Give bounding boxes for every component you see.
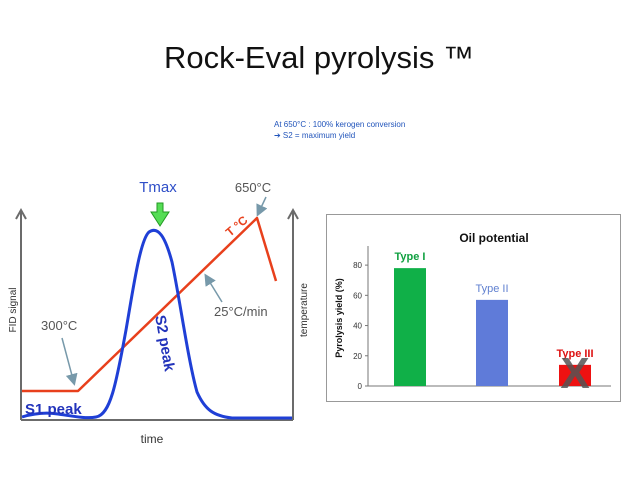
slide-title: Rock-Eval pyrolysis ™ <box>163 40 475 75</box>
bar-y-tick-label: 60 <box>353 291 362 300</box>
pointer-650-arrow <box>256 196 268 217</box>
bar-label-3: Type III <box>556 348 593 360</box>
temp-650-label: 650°C <box>235 180 271 195</box>
bar-y-tick-label: 0 <box>358 382 363 391</box>
tmax-arrow-icon <box>150 202 170 227</box>
fid-signal-line <box>21 229 292 420</box>
bar-label-1: Type I <box>395 251 426 263</box>
pointer-300-arrow <box>61 337 78 386</box>
right-axis <box>287 207 299 420</box>
oil-potential-chart: Oil potential 0 20 40 60 80 Pyrolysis yield (%… <box>334 231 611 398</box>
x-axis-label: time <box>141 432 164 446</box>
heating-rate-label: 25°C/min <box>214 304 268 319</box>
y-axis-label: FID signal <box>8 287 19 332</box>
type3-cross-mark: X <box>560 349 589 398</box>
bar-y-tick-label: 20 <box>353 352 362 361</box>
s1-peak-label: S1 peak <box>25 401 82 418</box>
s2-peak-label: S2 peak <box>151 314 178 373</box>
temperature-line-label: T °C <box>223 213 251 239</box>
bar-3 <box>559 364 591 386</box>
tmax-label: Tmax <box>139 179 177 196</box>
y2-axis-label: temperature <box>299 283 310 337</box>
temp-300-label: 300°C <box>41 318 77 333</box>
left-axis <box>15 207 27 420</box>
temperature-line <box>22 216 278 393</box>
pointer-rate-arrow <box>204 273 223 303</box>
bar-2 <box>476 299 508 386</box>
bar-y-axis-label: Pyrolysis yield (%) <box>334 278 344 358</box>
conversion-note: At 650°C : 100% kerogen conversion <box>274 120 406 129</box>
bar-chart-title: Oil potential <box>459 231 528 245</box>
bar-label-2: Type II <box>475 283 508 295</box>
bar-1 <box>394 268 426 386</box>
bar-y-tick-label: 80 <box>353 261 362 270</box>
pyrolysis-curve-chart: time FID signal temperature Tmax 650°C 300°C 2… <box>8 179 310 446</box>
yield-note: ➔ S2 = maximum yield <box>274 131 356 140</box>
bar-y-tick-label: 40 <box>353 322 362 331</box>
